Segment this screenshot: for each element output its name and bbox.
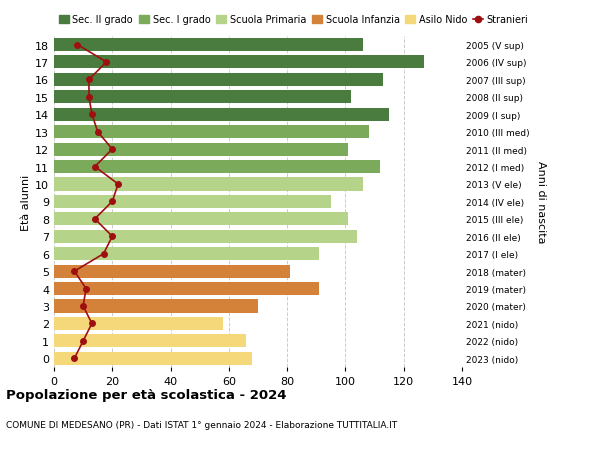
Text: COMUNE DI MEDESANO (PR) - Dati ISTAT 1° gennaio 2024 - Elaborazione TUTTITALIA.I: COMUNE DI MEDESANO (PR) - Dati ISTAT 1° … bbox=[6, 420, 397, 429]
Bar bbox=[54, 108, 389, 122]
Legend: Sec. II grado, Sec. I grado, Scuola Primaria, Scuola Infanzia, Asilo Nido, Stran: Sec. II grado, Sec. I grado, Scuola Prim… bbox=[59, 15, 529, 25]
Bar bbox=[54, 282, 319, 296]
Bar bbox=[54, 126, 369, 139]
Bar bbox=[54, 335, 247, 347]
Bar bbox=[54, 230, 357, 243]
Bar bbox=[54, 317, 223, 330]
Text: Popolazione per età scolastica - 2024: Popolazione per età scolastica - 2024 bbox=[6, 388, 287, 401]
Bar bbox=[54, 352, 252, 365]
Bar bbox=[54, 196, 331, 208]
Bar bbox=[54, 265, 290, 278]
Bar bbox=[54, 143, 349, 157]
Bar bbox=[54, 56, 424, 69]
Bar bbox=[54, 213, 349, 226]
Bar bbox=[54, 91, 351, 104]
Bar bbox=[54, 161, 380, 174]
Bar bbox=[54, 39, 363, 52]
Bar bbox=[54, 74, 383, 87]
Bar bbox=[54, 247, 319, 261]
Bar bbox=[54, 300, 258, 313]
Bar bbox=[54, 178, 363, 191]
Y-axis label: Età alunni: Età alunni bbox=[21, 174, 31, 230]
Y-axis label: Anni di nascita: Anni di nascita bbox=[536, 161, 547, 243]
